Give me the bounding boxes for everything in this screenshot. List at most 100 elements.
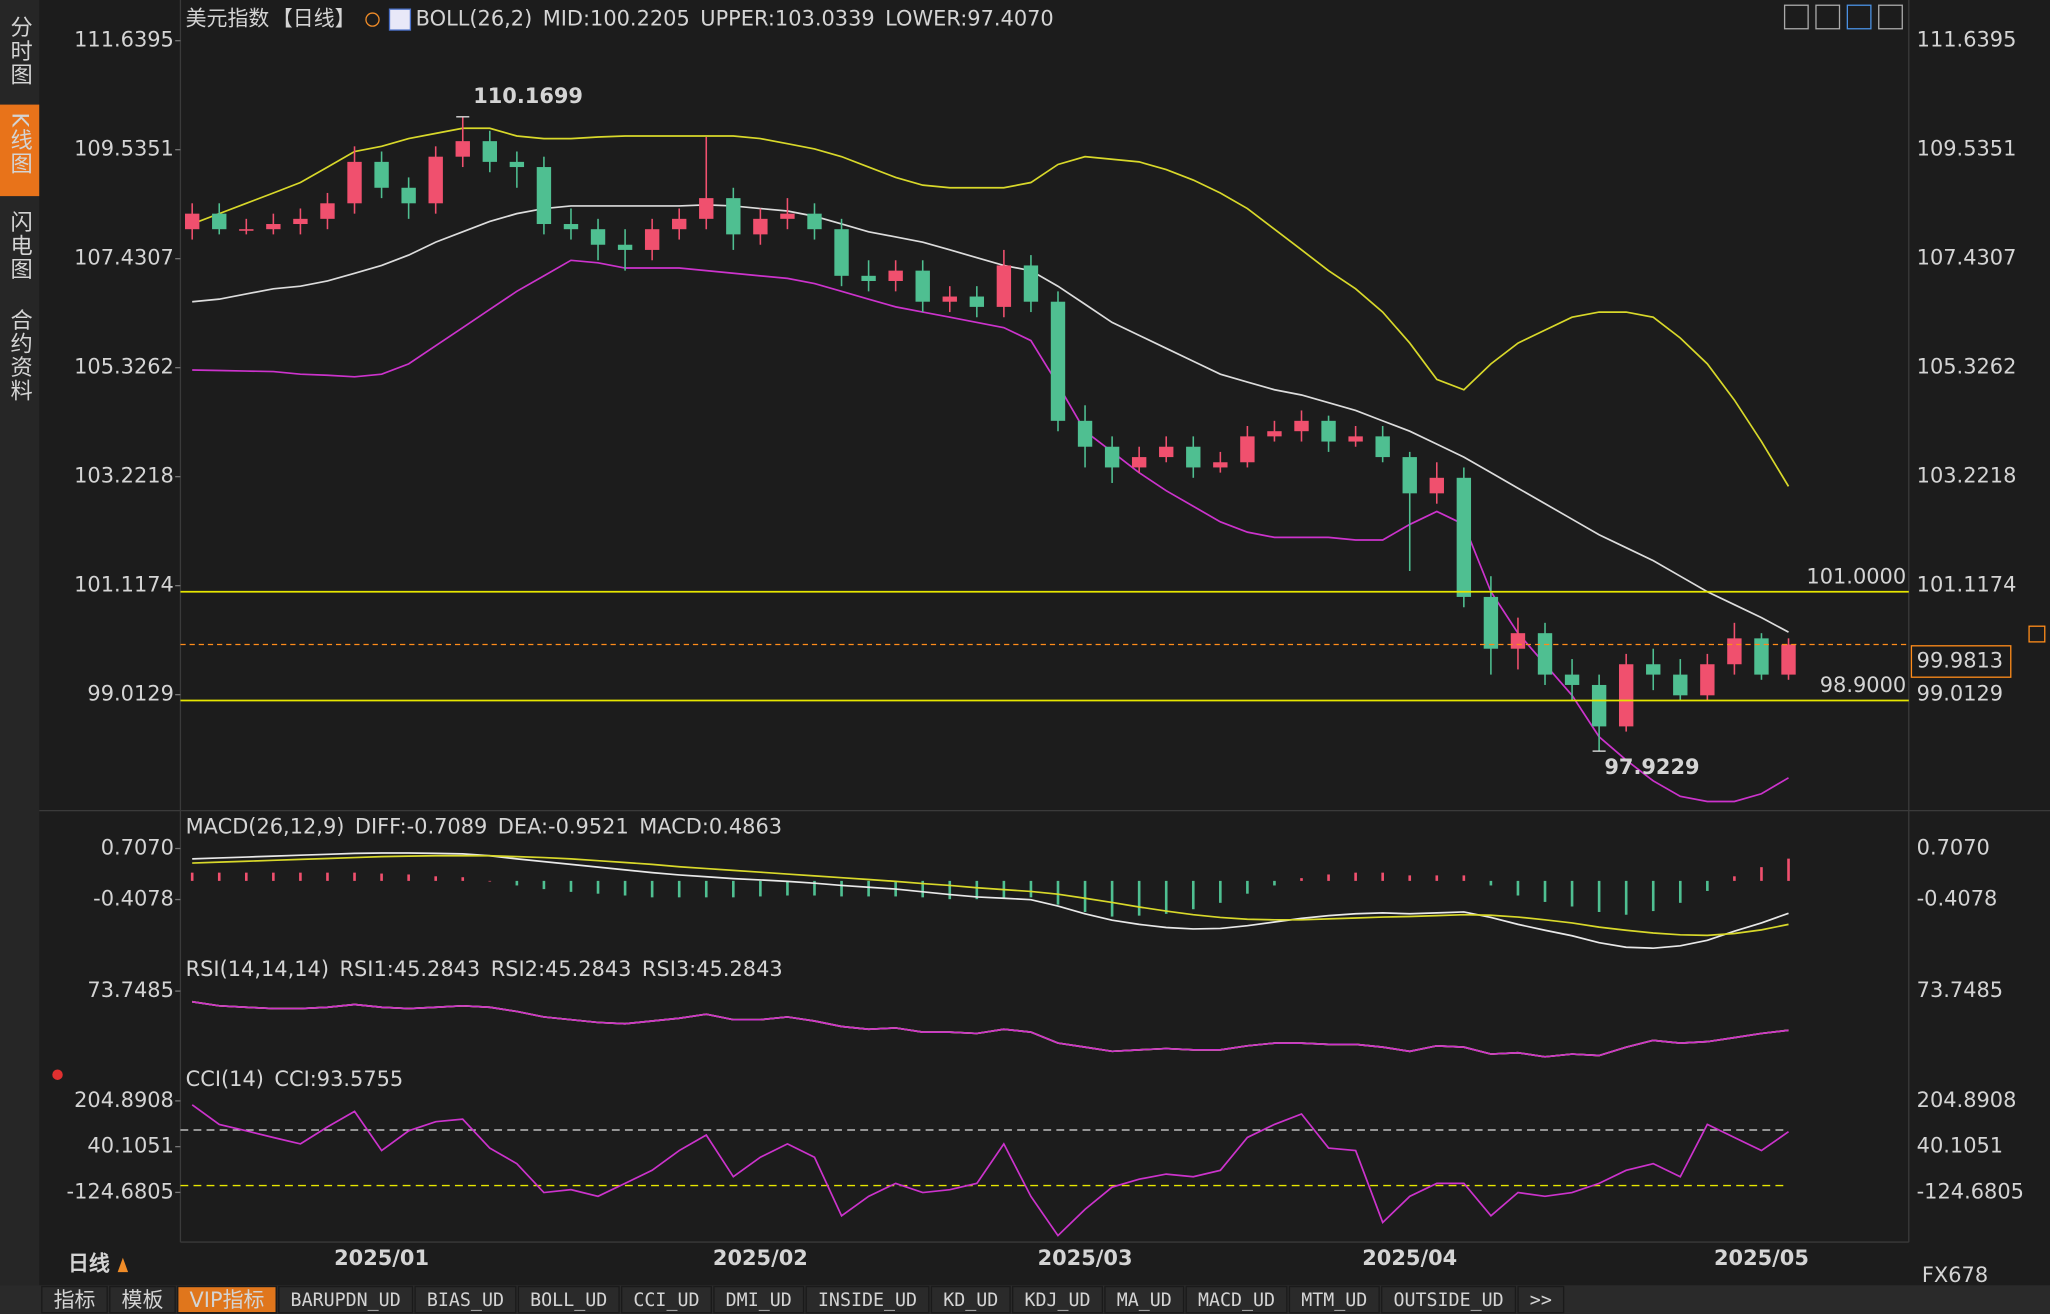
y-tick-label: 111.6395: [74, 28, 174, 52]
bottom-tab[interactable]: [930, 1285, 1011, 1314]
bottom-tab[interactable]: [713, 1285, 805, 1314]
panel-title: RSI(14,14,14): [186, 957, 329, 981]
candle-body: [644, 229, 660, 250]
bottom-tab[interactable]: [1104, 1285, 1185, 1314]
candle-body: [1510, 633, 1526, 649]
icon[interactable]: [1815, 4, 1841, 30]
bottom-tab-label[interactable]: BARUPDN_UD: [291, 1290, 401, 1311]
period-selector[interactable]: 日线: [68, 1251, 110, 1275]
macd-bar: [1408, 875, 1412, 881]
panel-title: 美元指数: [186, 7, 270, 31]
y-tick-label-right: 40.1051: [1917, 1134, 2003, 1158]
bottom-tab[interactable]: [41, 1285, 108, 1314]
sidebar-tab[interactable]: 闪电图: [7, 210, 33, 281]
bottom-tab[interactable]: [1185, 1285, 1288, 1314]
bottom-tab[interactable]: [1517, 1285, 1565, 1314]
indicator-icon: [52, 1069, 63, 1080]
macd-bar: [867, 880, 870, 897]
icon[interactable]: [1878, 4, 1903, 30]
candle-body: [1023, 265, 1039, 302]
bottom-tab-label[interactable]: MTM_UD: [1301, 1290, 1367, 1311]
level-label: 101.0000: [1806, 564, 1906, 588]
candle-body: [1591, 684, 1607, 727]
macd-bar: [921, 880, 925, 898]
bottom-tab-label[interactable]: BIAS_UD: [427, 1290, 504, 1311]
add-icon[interactable]: [365, 12, 380, 27]
macd-bar: [1327, 874, 1330, 881]
icon[interactable]: [1846, 4, 1872, 30]
x-tick-label: 2025/04: [1362, 1246, 1457, 1270]
y-tick-label-right: -0.4078: [1917, 887, 1998, 911]
max-label: 110.1699: [473, 84, 583, 108]
bottom-tab-label[interactable]: DMI_UD: [726, 1290, 792, 1311]
macd-bar: [353, 872, 356, 881]
bottom-tab[interactable]: [805, 1285, 930, 1314]
bottom-tab-label[interactable]: 模板: [122, 1288, 164, 1312]
macd-bar: [786, 880, 789, 896]
macd-bar: [1219, 880, 1222, 903]
bottom-tab[interactable]: [414, 1285, 517, 1314]
bottom-tab-label[interactable]: 指标: [54, 1288, 96, 1312]
legend-entry: RSI2:45.2843: [491, 957, 632, 981]
bottom-tab[interactable]: [517, 1285, 620, 1314]
sidebar-tab[interactable]: 合约资料: [7, 308, 33, 403]
y-tick-label: -124.6805: [67, 1179, 174, 1203]
bottom-tab[interactable]: [1381, 1285, 1517, 1314]
macd-bar: [217, 872, 221, 881]
candle-body: [509, 161, 525, 168]
x-tick-label: 2025/05: [1714, 1246, 1809, 1270]
bottom-tab-label[interactable]: INSIDE_UD: [818, 1290, 917, 1311]
bottom-tab-label[interactable]: KDJ_UD: [1024, 1290, 1090, 1311]
bottom-tab[interactable]: [177, 1285, 277, 1314]
macd-bar: [1191, 880, 1195, 910]
bottom-tab-label[interactable]: MACD_UD: [1198, 1290, 1275, 1311]
bottom-tab-label[interactable]: MA_UD: [1117, 1290, 1172, 1311]
candle-body: [834, 229, 849, 276]
y-tick-label-right: 111.6395: [1917, 28, 2017, 52]
candle-body: [455, 141, 470, 157]
icon[interactable]: [1783, 4, 1809, 30]
bottom-tab-label[interactable]: OUTSIDE_UD: [1393, 1290, 1503, 1311]
bottom-tab-label[interactable]: >>: [1530, 1290, 1552, 1311]
bottom-tab[interactable]: [278, 1285, 414, 1314]
y-tick-label: 109.5351: [74, 137, 174, 161]
candle-body: [428, 156, 443, 204]
macd-bar: [704, 880, 708, 898]
watermark: FX678: [1922, 1263, 1988, 1287]
candle-body: [1537, 633, 1553, 675]
series-line: [191, 1104, 1790, 1237]
macd-bar: [569, 880, 573, 892]
bottom-tab-label[interactable]: KD_UD: [943, 1290, 998, 1311]
bottom-tab-label[interactable]: VIP指标: [190, 1288, 265, 1312]
bottom-tab[interactable]: [109, 1285, 176, 1314]
candle-body: [1321, 420, 1336, 442]
candle-body: [1564, 674, 1580, 685]
macd-bar: [1733, 876, 1736, 881]
sidebar-tab-active[interactable]: [0, 104, 40, 197]
macd-bar: [650, 880, 654, 898]
x-tick-label: 2025/01: [334, 1246, 429, 1270]
macd-bar: [326, 872, 329, 881]
last-price-box: [1910, 645, 2012, 678]
y-tick-label-right: 101.1174: [1917, 573, 2017, 597]
macd-bar: [1651, 880, 1655, 912]
candle-body: [536, 167, 552, 225]
bottom-tab-label[interactable]: BOLL_UD: [530, 1290, 607, 1311]
sidebar-tab[interactable]: 分时图: [7, 15, 33, 86]
y-tick-label: 0.7070: [101, 836, 174, 860]
macd-bar: [1489, 880, 1493, 886]
candle-body: [239, 229, 254, 231]
bottom-tab[interactable]: [1288, 1285, 1380, 1314]
candle-body: [347, 161, 362, 204]
bottom-tab[interactable]: [1012, 1285, 1103, 1314]
candle-body: [1213, 462, 1228, 468]
sidebar-tab[interactable]: K线图: [7, 112, 33, 175]
candle-body: [184, 213, 200, 230]
y-tick-label: 204.8908: [74, 1088, 174, 1112]
bottom-tab[interactable]: [620, 1285, 712, 1314]
toolbar-icons: [1783, 4, 1903, 30]
macd-bar: [1678, 880, 1682, 903]
bottom-tab-label[interactable]: CCI_UD: [633, 1290, 699, 1311]
legend-entry: RSI3:45.2843: [642, 957, 783, 981]
candle-body: [1131, 457, 1147, 468]
